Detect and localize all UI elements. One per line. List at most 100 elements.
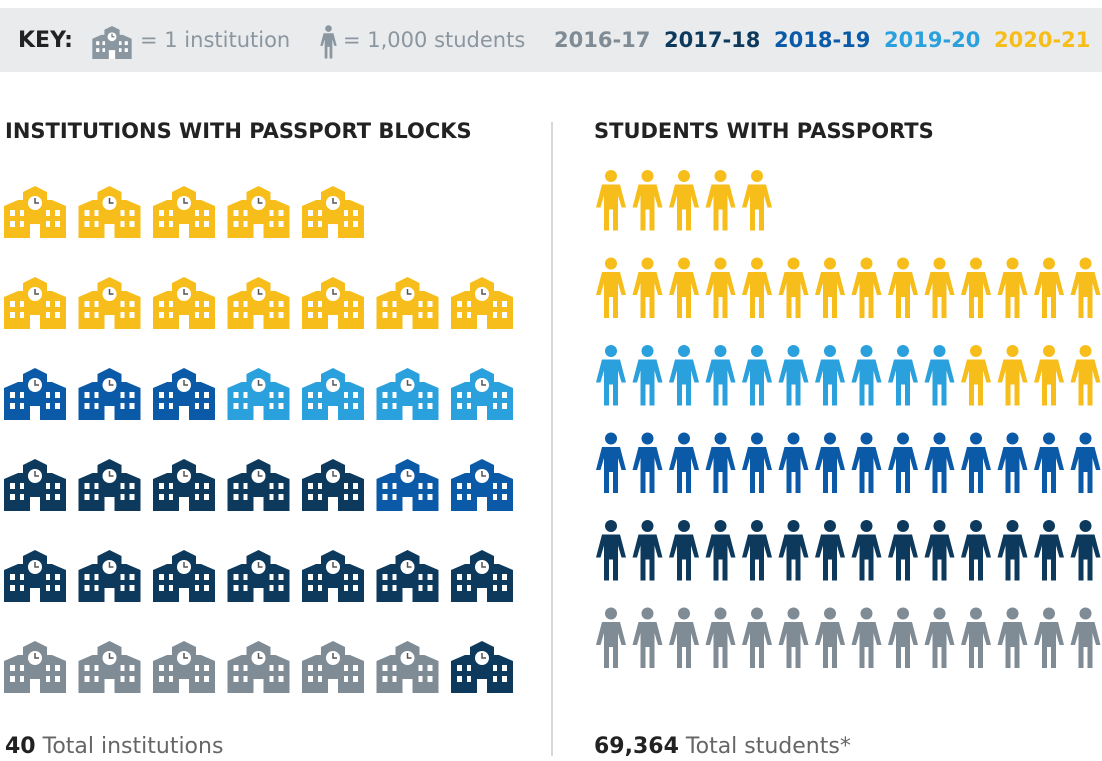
students-footer: 69,364 Total students* [594,734,851,759]
student-icon [778,520,809,581]
student-icon [705,520,736,581]
student-icon [1034,607,1064,668]
student-icon [997,432,1028,493]
institution-icon [302,641,364,693]
institution-icon [302,368,364,420]
institution-icon [376,459,439,511]
institution-icon [78,368,141,420]
key-year: 2017-18 [664,28,760,52]
student-icon [742,257,772,318]
institution-icon [4,368,66,420]
student-icon [705,345,736,406]
institution-icon [78,277,141,329]
student-icon [705,607,736,668]
student-icon [742,432,772,493]
student-icon [1034,257,1064,318]
student-icon [669,607,699,668]
student-icon [705,432,736,493]
key-label: KEY: [18,28,73,53]
institution-icon [4,459,66,511]
institution-icon [451,459,513,511]
student-icon [778,607,809,668]
institution-icon [451,641,513,693]
institution-icon [78,550,141,602]
student-icon [596,432,626,493]
student-icon [669,345,699,406]
institution-icon [227,459,290,511]
institution-icon [302,186,364,238]
institution-icon [227,277,290,329]
student-icon [888,607,918,668]
institution-icon [153,459,215,511]
student-icon [742,607,772,668]
student-icon [815,520,845,581]
student-icon [961,432,991,493]
student-icon [596,520,626,581]
institution-icon [4,277,66,329]
institution-icon [227,368,290,420]
student-icon [596,607,626,668]
institution-icon [376,368,439,420]
student-icon [815,345,845,406]
student-icon [924,520,955,581]
student-icon [1070,257,1101,318]
institution-icon [302,277,364,329]
student-icon [742,170,772,231]
institution-icon [227,641,290,693]
student-icon [924,607,955,668]
student-icon [669,520,699,581]
institution-icon [451,550,513,602]
student-icon [705,170,736,231]
student-icon [1034,345,1064,406]
student-icon [632,607,663,668]
student-icon [888,520,918,581]
institutions-total: 40 [5,734,36,759]
student-icon [742,345,772,406]
student-icon [632,432,663,493]
student-icon [851,345,882,406]
institution-icon [153,550,215,602]
student-icon [924,432,955,493]
key-years: 2016-17 2017-18 2018-19 2019-20 2020-21 [554,28,1090,52]
institution-icon [376,550,439,602]
student-icons [596,170,1101,668]
institution-icon [4,550,66,602]
student-icon [888,257,918,318]
institution-icon [4,186,66,238]
student-icon [851,607,882,668]
student-icon [778,257,809,318]
student-icon [888,345,918,406]
institution-icon [227,186,290,238]
student-icon [815,607,845,668]
key-year: 2019-20 [884,28,980,52]
student-icon [1034,520,1064,581]
key-year: 2020-21 [994,28,1090,52]
institution-icon [153,277,215,329]
student-icon [669,432,699,493]
student-icon [997,607,1028,668]
student-icon [1034,432,1064,493]
student-icon [778,432,809,493]
student-icon [997,257,1028,318]
student-icon [1070,520,1101,581]
student-icon [961,257,991,318]
institution-icon [376,641,439,693]
student-icon [997,520,1028,581]
student-icon [632,520,663,581]
institution-icon [302,550,364,602]
students-total: 69,364 [594,734,679,759]
student-icon [669,257,699,318]
student-icon [669,170,699,231]
student-icon [632,257,663,318]
key-year: 2018-19 [774,28,870,52]
student-icon [742,520,772,581]
students-title: STUDENTS WITH PASSPORTS [594,119,934,143]
student-icon [815,432,845,493]
institution-icon [451,368,513,420]
institutions-title: INSTITUTIONS WITH PASSPORT BLOCKS [5,119,472,143]
institutions-footer: 40 Total institutions [5,734,223,759]
institution-icon [78,186,141,238]
student-icon [851,432,882,493]
student-icon [1070,345,1101,406]
key-bar [0,8,1102,72]
